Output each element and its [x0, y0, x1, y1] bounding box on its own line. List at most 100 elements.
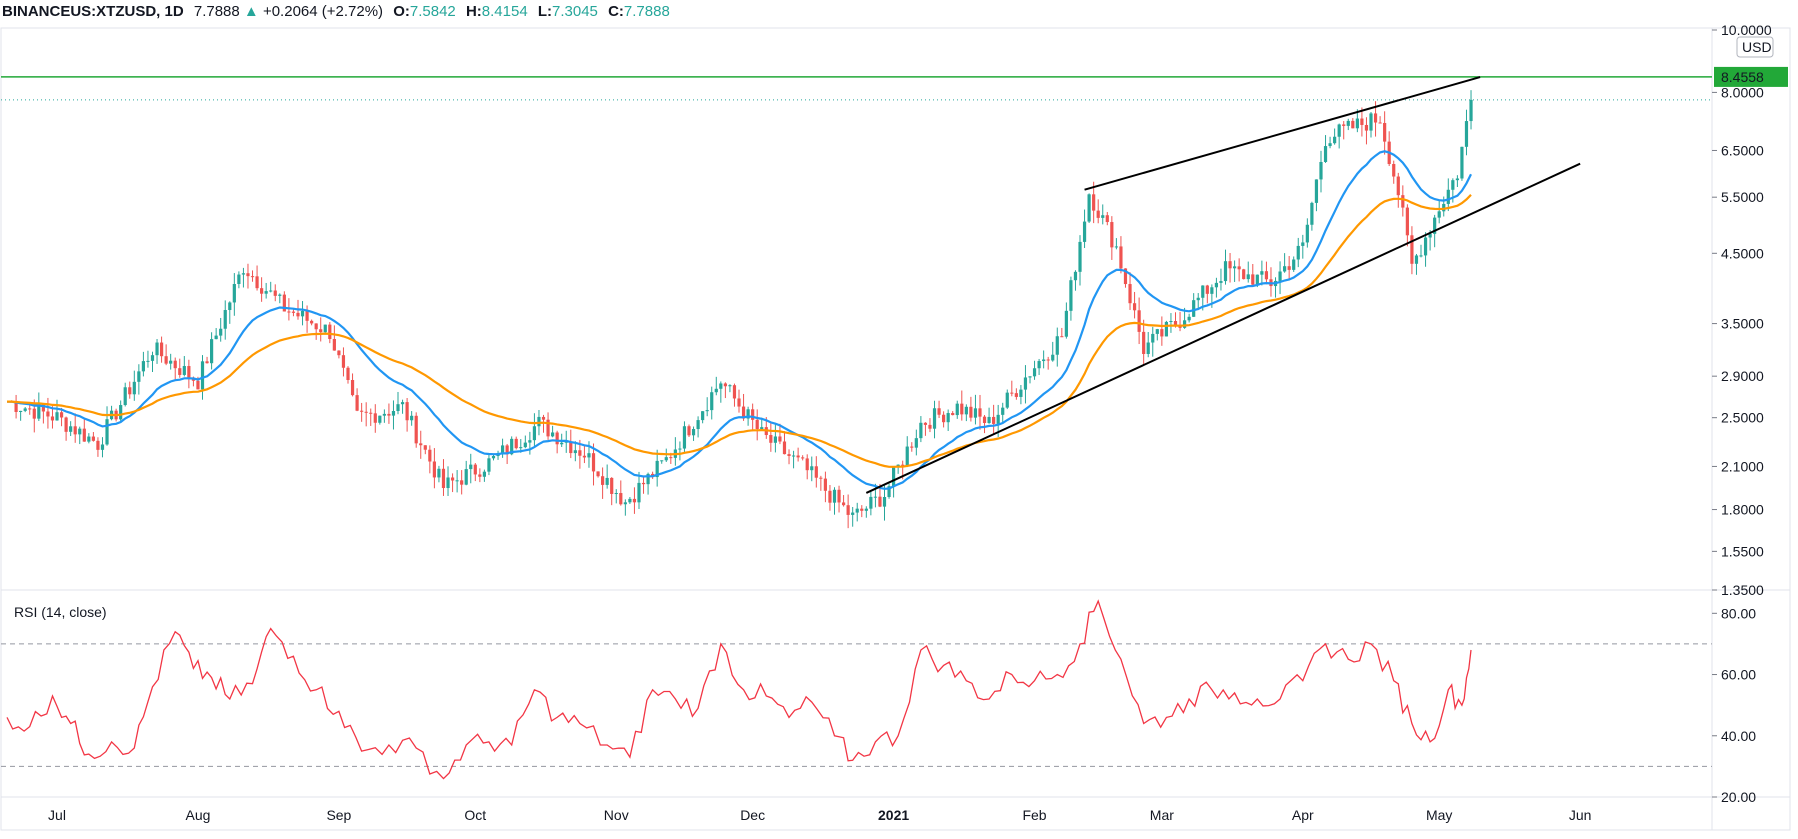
candle-body: [1428, 233, 1432, 238]
candle-body: [541, 416, 546, 420]
candle-body: [942, 414, 946, 423]
candle-body: [478, 474, 482, 477]
candle-body: [955, 403, 959, 416]
candle-body: [705, 410, 709, 412]
month-label: May: [1426, 807, 1452, 823]
candle-body: [1092, 194, 1096, 211]
candle-body: [1301, 242, 1305, 246]
candle-body: [928, 424, 932, 429]
candle-body: [300, 310, 305, 317]
candle-body: [1119, 246, 1123, 269]
candle-body: [687, 426, 691, 436]
price-tick-label: 3.5000: [1721, 316, 1764, 332]
candle-body: [169, 360, 173, 364]
candle-body: [1014, 393, 1018, 397]
candle-body: [346, 367, 350, 380]
candle-body: [846, 505, 850, 515]
currency-badge: [1736, 36, 1774, 58]
price-tick-label: 4.5000: [1721, 245, 1764, 261]
candle-body: [1196, 297, 1200, 301]
ema-slow-line: [7, 194, 1472, 468]
candle-body: [960, 403, 964, 415]
candle-body: [350, 379, 355, 396]
candle-body: [569, 441, 573, 454]
candle-body: [1287, 266, 1291, 270]
candle-body: [87, 436, 91, 442]
high-label: H:: [465, 3, 482, 20]
candle-body: [528, 440, 532, 443]
candle-body: [223, 310, 227, 329]
candle-body: [255, 276, 259, 289]
candle-body: [973, 408, 978, 418]
candle-body: [519, 447, 523, 449]
candle-body: [769, 435, 773, 443]
candle-body: [323, 324, 327, 333]
candle-body: [1446, 189, 1450, 204]
candle-body: [205, 361, 209, 364]
candle-body: [828, 490, 832, 503]
candle-body: [1264, 271, 1269, 280]
candle-body: [369, 412, 373, 414]
candle-body: [446, 477, 450, 489]
resistance-price-label: 8.4558: [1721, 69, 1764, 85]
candle-body: [1173, 321, 1178, 325]
rsi-tick-label: 80.00: [1721, 605, 1756, 621]
candle-body: [1419, 255, 1423, 257]
candle-body: [732, 385, 737, 399]
candle-body: [278, 294, 282, 296]
candle-body: [855, 508, 859, 513]
candle-body: [23, 408, 27, 411]
candle-body: [1142, 331, 1146, 354]
candle-body: [819, 477, 823, 479]
candle-body: [1369, 113, 1373, 131]
price-tick-label: 2.9000: [1721, 368, 1764, 384]
candle-body: [587, 453, 591, 458]
candle-body: [405, 402, 409, 421]
candle-body: [487, 458, 491, 472]
month-label: Jul: [48, 807, 66, 823]
candle-body: [778, 436, 782, 442]
candle-body: [1233, 266, 1237, 269]
candle-body: [510, 438, 514, 455]
candle-body: [132, 381, 136, 395]
candle-body: [1042, 359, 1046, 362]
candle-body: [37, 404, 41, 419]
candle-body: [1073, 271, 1078, 281]
price-tick-label: 1.8000: [1721, 502, 1764, 518]
candle-body: [396, 404, 400, 411]
candle-body: [237, 274, 241, 285]
candle-body: [159, 342, 164, 357]
candle-body: [50, 416, 55, 421]
candle-body: [296, 312, 300, 317]
candle-body: [932, 408, 937, 429]
candle-body: [1396, 176, 1400, 196]
price-tick-label: 5.5000: [1721, 189, 1764, 205]
candle-body: [450, 477, 455, 481]
candle-body: [696, 420, 700, 430]
low-value: 7.3045: [552, 3, 598, 20]
candle-body: [73, 426, 77, 435]
candle-body: [119, 405, 123, 420]
candle-body: [869, 496, 873, 509]
candle-body: [69, 426, 73, 432]
candle-body: [360, 410, 364, 412]
candle-body: [578, 450, 582, 456]
candle-body: [419, 443, 423, 446]
candle-body: [882, 497, 887, 507]
candle-body: [305, 310, 309, 321]
open-label: O:: [393, 3, 410, 20]
candle-body: [737, 398, 741, 407]
candle-body: [505, 445, 509, 455]
candle-body: [164, 356, 168, 364]
price-tick-label: 8.0000: [1721, 84, 1764, 100]
candle-body: [1010, 392, 1014, 394]
candle-body: [751, 409, 755, 420]
candle-body: [982, 416, 987, 424]
month-label: Jun: [1569, 807, 1592, 823]
candle-body: [1337, 124, 1341, 137]
candle-body: [460, 480, 464, 485]
candle-body: [1169, 321, 1173, 323]
candle-body: [555, 432, 559, 445]
candle-body: [523, 442, 527, 448]
